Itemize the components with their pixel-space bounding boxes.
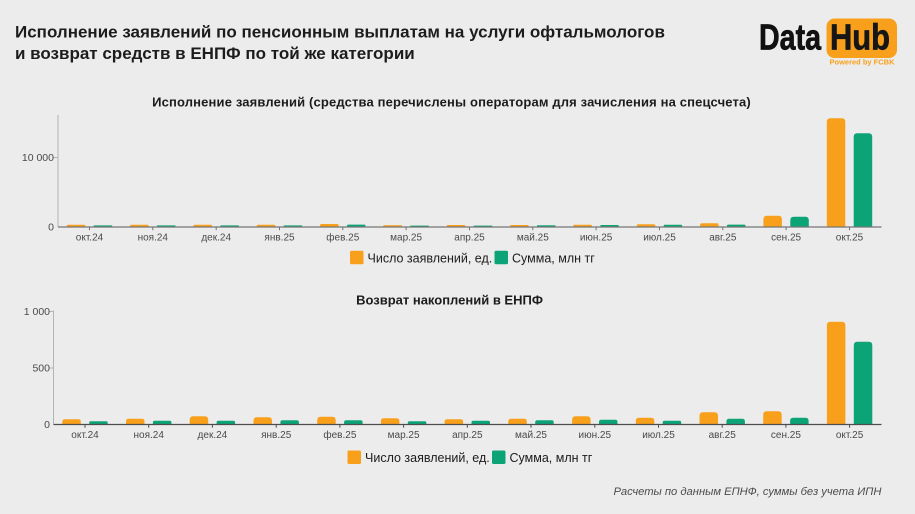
svg-text:ноя.24: ноя.24 (138, 233, 169, 244)
svg-text:окт.25: окт.25 (836, 233, 864, 244)
svg-text:авг.25: авг.25 (709, 430, 737, 441)
svg-text:Исполнение заявлений по пенсио: Исполнение заявлений по пенсионным выпла… (15, 23, 665, 42)
svg-text:окт.24: окт.24 (71, 430, 99, 441)
svg-text:сен.25: сен.25 (771, 233, 801, 244)
svg-text:Data: Data (759, 17, 822, 58)
svg-text:июн.25: июн.25 (579, 430, 612, 441)
svg-text:июн.25: июн.25 (580, 233, 613, 244)
svg-text:апр.25: апр.25 (454, 233, 485, 244)
svg-text:Сумма, млн тг: Сумма, млн тг (510, 451, 593, 465)
svg-text:апр.25: апр.25 (452, 430, 483, 441)
svg-text:0: 0 (44, 419, 50, 431)
svg-text:500: 500 (32, 363, 50, 375)
svg-text:мар.25: мар.25 (388, 430, 420, 441)
svg-text:фев.25: фев.25 (323, 429, 356, 441)
svg-text:фев.25: фев.25 (326, 232, 359, 244)
svg-text:янв.25: янв.25 (264, 233, 295, 244)
svg-text:авг.25: авг.25 (709, 233, 737, 244)
svg-text:Расчеты по данным ЕПНФ, суммы: Расчеты по данным ЕПНФ, суммы без учета … (613, 486, 882, 498)
svg-text:10 000: 10 000 (22, 152, 54, 164)
svg-text:Возврат накоплений в ЕНПФ: Возврат накоплений в ЕНПФ (356, 293, 543, 308)
svg-text:дек.24: дек.24 (201, 233, 231, 244)
svg-text:дек.24: дек.24 (198, 430, 228, 441)
svg-text:мар.25: мар.25 (390, 233, 422, 244)
svg-text:и возврат средств в ЕНПФ по то: и возврат средств в ЕНПФ по той же катег… (15, 44, 415, 63)
svg-text:ноя.24: ноя.24 (133, 430, 164, 441)
svg-text:май.25: май.25 (517, 233, 549, 244)
svg-text:Powered by FCBK: Powered by FCBK (829, 57, 895, 66)
svg-text:Число заявлений, ед.: Число заявлений, ед. (368, 251, 493, 265)
svg-text:Исполнение заявлений (средства: Исполнение заявлений (средства перечисле… (152, 95, 751, 110)
svg-text:окт.25: окт.25 (836, 430, 864, 441)
svg-text:окт.24: окт.24 (76, 233, 104, 244)
svg-text:Сумма, млн тг: Сумма, млн тг (512, 251, 595, 265)
svg-text:июл.25: июл.25 (642, 430, 675, 441)
svg-text:янв.25: янв.25 (261, 430, 292, 441)
svg-text:Число заявлений, ед.: Число заявлений, ед. (365, 451, 490, 465)
svg-text:Hub: Hub (830, 17, 890, 58)
svg-text:май.25: май.25 (515, 430, 547, 441)
svg-text:0: 0 (48, 221, 54, 233)
svg-text:1 000: 1 000 (24, 306, 50, 318)
svg-text:июл.25: июл.25 (643, 233, 676, 244)
svg-text:сен.25: сен.25 (771, 430, 801, 441)
